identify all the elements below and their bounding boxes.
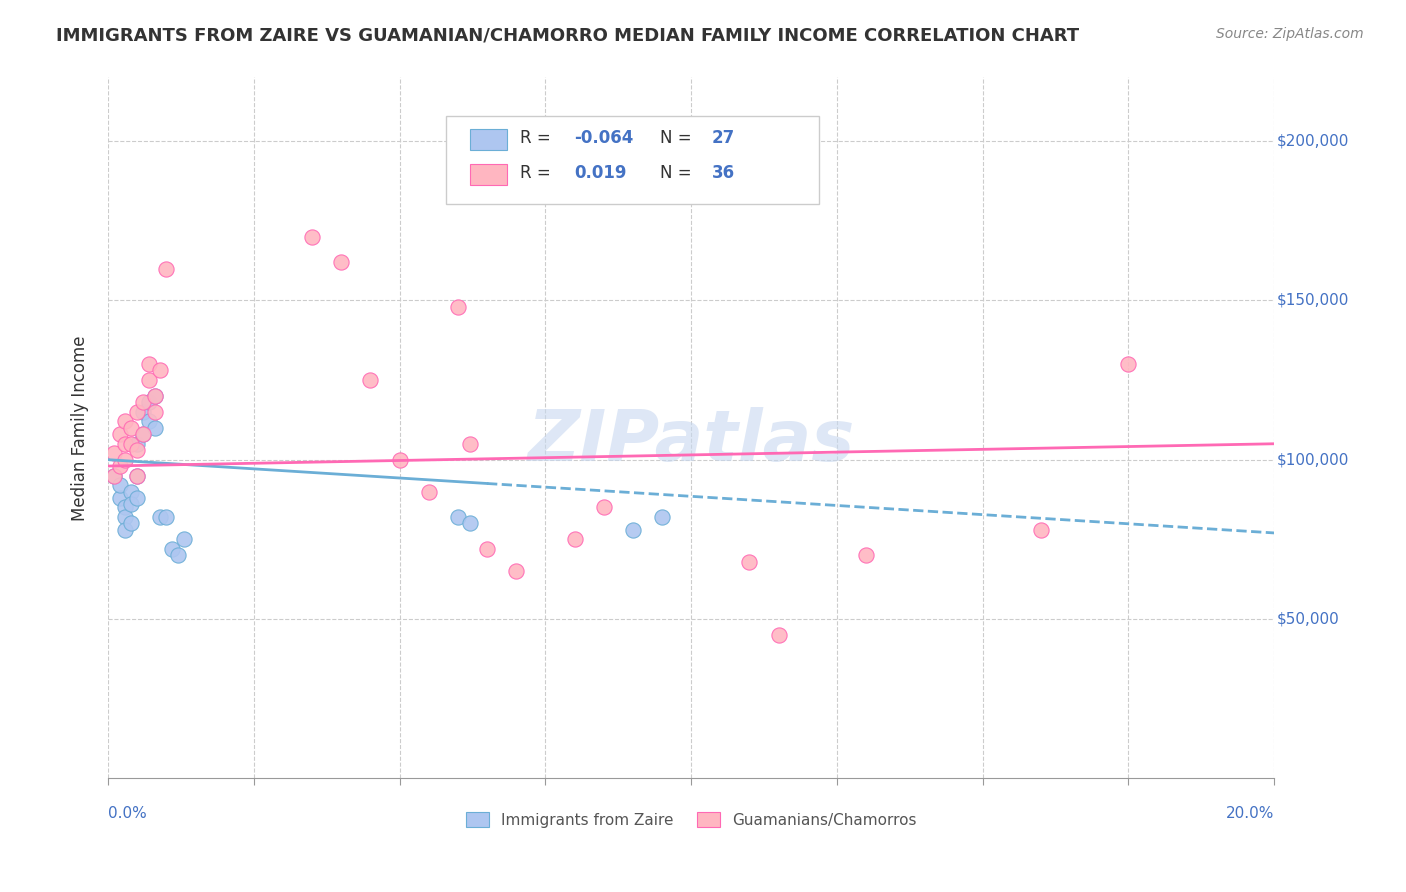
Text: IMMIGRANTS FROM ZAIRE VS GUAMANIAN/CHAMORRO MEDIAN FAMILY INCOME CORRELATION CHA: IMMIGRANTS FROM ZAIRE VS GUAMANIAN/CHAMO… (56, 27, 1080, 45)
Point (120, 497, 142, 511)
Point (138, 357, 160, 371)
Text: N =: N = (659, 129, 696, 147)
Point (108, 478, 131, 492)
Point (592, 500, 614, 515)
Point (458, 436, 481, 450)
Point (103, 468, 125, 483)
Point (127, 436, 149, 450)
Text: 36: 36 (711, 164, 735, 183)
Point (359, 373, 381, 387)
FancyBboxPatch shape (446, 116, 820, 203)
Point (120, 516, 142, 531)
Text: 20.0%: 20.0% (1226, 806, 1274, 822)
Point (388, 452, 411, 467)
Point (447, 510, 470, 524)
Point (564, 533, 586, 547)
Point (127, 468, 149, 483)
Point (114, 436, 136, 450)
Point (114, 510, 136, 524)
Text: R =: R = (520, 129, 555, 147)
Point (458, 516, 481, 531)
Point (127, 468, 149, 483)
Point (143, 389, 166, 403)
Point (103, 446, 125, 460)
Point (475, 541, 498, 556)
Text: ZIPatlas: ZIPatlas (527, 408, 855, 476)
Point (120, 436, 142, 450)
Point (108, 458, 131, 473)
Point (447, 300, 470, 314)
Point (330, 255, 353, 269)
Text: 0.019: 0.019 (575, 164, 627, 183)
Bar (470, 128, 506, 150)
Point (138, 373, 160, 387)
Point (167, 548, 190, 562)
Text: $200,000: $200,000 (1277, 134, 1348, 149)
Point (173, 533, 195, 547)
Point (149, 510, 172, 524)
Point (114, 452, 136, 467)
Point (505, 564, 527, 578)
Text: $50,000: $50,000 (1277, 611, 1340, 626)
Text: N =: N = (659, 164, 696, 183)
Point (1118, 357, 1140, 371)
Point (621, 523, 644, 537)
Point (1029, 523, 1052, 537)
Text: 0.0%: 0.0% (108, 806, 146, 822)
Point (132, 395, 155, 409)
Point (114, 500, 136, 515)
Legend: Immigrants from Zaire, Guamanians/Chamorros: Immigrants from Zaire, Guamanians/Chamor… (460, 805, 922, 834)
Point (114, 414, 136, 428)
Point (155, 510, 177, 524)
Point (108, 427, 131, 442)
Point (149, 363, 172, 377)
Point (120, 421, 142, 435)
Point (651, 510, 673, 524)
Point (143, 405, 166, 419)
Point (127, 405, 149, 419)
Point (108, 491, 131, 505)
Text: -0.064: -0.064 (575, 129, 634, 147)
Point (738, 555, 761, 569)
Point (138, 395, 160, 409)
Point (418, 484, 440, 499)
Point (855, 548, 877, 562)
Text: R =: R = (520, 164, 555, 183)
Point (155, 261, 177, 276)
Point (143, 389, 166, 403)
Point (114, 523, 136, 537)
Text: $100,000: $100,000 (1277, 452, 1348, 467)
Bar (470, 163, 506, 185)
Point (132, 427, 155, 442)
Point (127, 491, 149, 505)
Y-axis label: Median Family Income: Median Family Income (72, 335, 89, 521)
Point (143, 421, 166, 435)
Point (132, 427, 155, 442)
Text: 27: 27 (711, 129, 735, 147)
Point (768, 628, 790, 642)
Point (132, 405, 155, 419)
Point (138, 414, 160, 428)
Point (127, 443, 149, 458)
Point (301, 229, 323, 244)
Point (103, 468, 125, 483)
Text: Source: ZipAtlas.com: Source: ZipAtlas.com (1216, 27, 1364, 41)
Point (160, 541, 183, 556)
Text: $150,000: $150,000 (1277, 293, 1348, 308)
Point (120, 484, 142, 499)
